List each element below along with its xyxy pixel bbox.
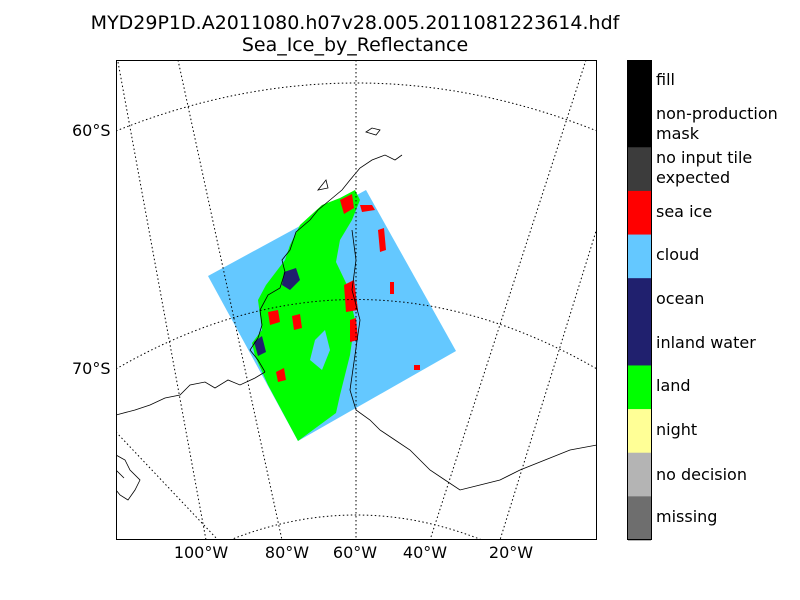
legend-label-cloud: cloud (656, 245, 700, 264)
map-frame (116, 60, 597, 540)
swath-inland-water (254, 336, 266, 356)
lon-label-80w: 80°W (264, 543, 310, 562)
legend-label-inland-water: inland water (656, 333, 756, 352)
lon-label-40w: 40°W (402, 543, 448, 562)
colorbar-swatch-cloud (628, 234, 651, 279)
graticule (116, 60, 597, 540)
legend-label-missing: missing (656, 507, 718, 526)
lat-label-70s: 70°S (72, 359, 111, 378)
lat-label-60s: 60°S (72, 121, 111, 140)
colorbar-swatch-ocean (628, 278, 651, 323)
swath-sea-ice (268, 194, 420, 382)
colorbar-swatch-non-production-mask (628, 103, 651, 148)
legend-label-night: night (656, 420, 698, 439)
colorbar-swatch-land (628, 365, 651, 410)
lon-label-60w: 60°W (332, 543, 378, 562)
lon-line-80w (177, 60, 283, 540)
lon-line-20w (499, 227, 597, 540)
lon-line-100w (117, 61, 207, 540)
legend-label-no-input-tile-expected: no input tile expected (656, 148, 753, 187)
colorbar-swatch-missing (628, 496, 651, 541)
legend-label-non-production-mask: non-production mask (656, 104, 778, 143)
colorbar-frame (627, 60, 652, 540)
legend-label-no-decision: no decision (656, 465, 747, 484)
lon-line-120w (116, 431, 219, 540)
colorbar-swatch-sea-ice (628, 190, 651, 236)
colorbar-swatch-night (628, 409, 651, 454)
legend-label-fill: fill (656, 70, 675, 89)
legend-label-sea-ice: sea ice (656, 202, 713, 221)
lat-line-70s (116, 299, 597, 370)
swath-ocean (282, 268, 300, 290)
colorbar-swatch-inland-water (628, 321, 651, 366)
colorbar-swatch-fill (628, 60, 651, 105)
lon-line-40w (429, 60, 587, 540)
map-area (116, 60, 597, 540)
colorbar (628, 60, 651, 541)
colorbar-swatch-no-input-tile-expected (628, 147, 651, 192)
coastline (116, 127, 597, 501)
lon-label-100w: 100°W (173, 543, 229, 562)
map-title-dataset: Sea_Ice_by_Reflectance (241, 34, 469, 56)
swath-cloud-patch (310, 330, 330, 370)
map-title-filename: MYD29P1D.A2011080.h07v28.005.20110812236… (90, 12, 620, 34)
legend-label-ocean: ocean (656, 289, 705, 308)
colorbar-swatch-no-decision (628, 452, 651, 497)
lon-label-20w: 20°W (488, 543, 534, 562)
lat-line-80s (229, 514, 483, 540)
legend-label-land: land (656, 376, 691, 395)
